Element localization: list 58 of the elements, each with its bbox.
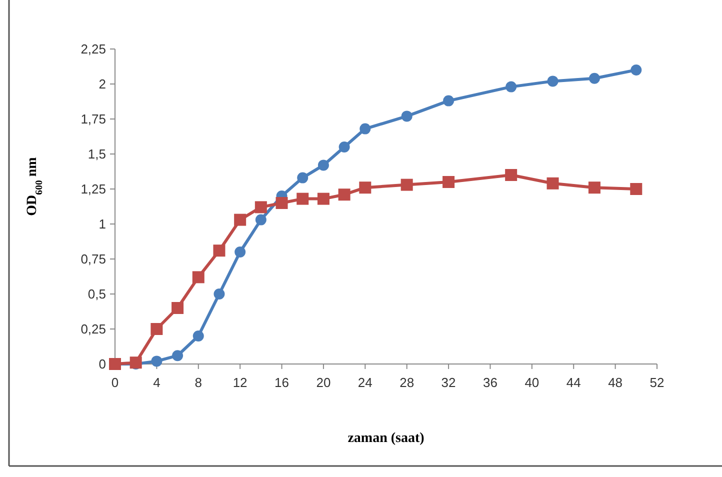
- x-tick-label: 8: [194, 375, 202, 390]
- point: [213, 244, 226, 257]
- x-tick-label: 4: [153, 375, 160, 390]
- point: [214, 288, 225, 300]
- y-tick-label: 0,75: [80, 252, 106, 267]
- point: [630, 183, 642, 195]
- point: [546, 177, 559, 190]
- point: [254, 201, 267, 214]
- point: [442, 176, 455, 188]
- x-tick-label: 52: [650, 375, 664, 390]
- point: [192, 330, 204, 342]
- x-tick-label: 0: [111, 375, 119, 390]
- y-tick-label: 1,25: [80, 182, 106, 197]
- point: [338, 142, 350, 152]
- point: [318, 160, 329, 171]
- point: [506, 81, 517, 92]
- point: [317, 192, 330, 205]
- y-tick-label: 1,5: [88, 146, 106, 162]
- point: [151, 356, 162, 367]
- y-tick-label: 0: [98, 356, 106, 372]
- point: [360, 123, 371, 134]
- point: [172, 302, 184, 314]
- point: [234, 246, 246, 258]
- x-tick-label: 16: [274, 375, 290, 390]
- x-tick-label: 36: [482, 375, 498, 390]
- point: [296, 192, 309, 205]
- point: [255, 214, 266, 226]
- point: [401, 110, 412, 122]
- x-tick-label: 20: [316, 375, 331, 390]
- x-tick-label: 28: [400, 375, 414, 390]
- point: [172, 350, 184, 362]
- y-tick-label: 1,75: [80, 112, 106, 127]
- point: [150, 323, 163, 335]
- y-tick-label: 0,25: [80, 322, 106, 337]
- point: [359, 182, 372, 194]
- x-tick-label: 32: [441, 375, 456, 390]
- point: [338, 188, 350, 201]
- point: [443, 95, 454, 106]
- point: [276, 197, 288, 209]
- point: [588, 182, 600, 194]
- x-tick-label: 44: [566, 375, 581, 390]
- y-tick-label: 0,5: [88, 286, 106, 302]
- point: [547, 76, 558, 87]
- y-tick-label: 1: [98, 216, 106, 232]
- point: [192, 271, 204, 284]
- y-tick-label: 2: [98, 76, 106, 92]
- point: [234, 214, 246, 226]
- x-tick-label: 24: [358, 375, 372, 390]
- y-tick-label: 2,25: [80, 42, 106, 57]
- point: [588, 72, 600, 84]
- point: [630, 64, 642, 76]
- x-tick-label: 48: [608, 375, 623, 390]
- point: [297, 172, 308, 184]
- point: [505, 169, 518, 181]
- x-tick-label: 40: [524, 375, 540, 390]
- point: [400, 178, 413, 191]
- x-tick-label: 12: [232, 375, 248, 390]
- x-axis-title: zaman (saat): [348, 431, 425, 446]
